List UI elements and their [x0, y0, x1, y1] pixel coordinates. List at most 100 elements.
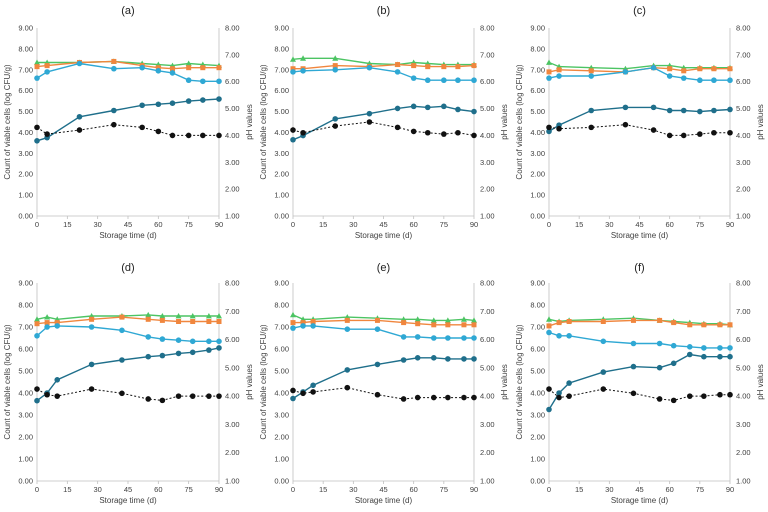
data-point-pH	[76, 127, 83, 133]
y2-tick-label: 2.00	[480, 448, 495, 457]
data-point-cyan	[88, 324, 95, 330]
y2-tick-label: 4.00	[736, 392, 751, 401]
series-cyan	[34, 60, 222, 85]
y2-tick-label: 7.00	[480, 307, 495, 316]
y2-tick-label: 7.00	[736, 50, 751, 59]
data-point-orange	[556, 320, 562, 326]
data-point-cyan	[400, 334, 407, 340]
data-point-cyan	[169, 70, 176, 76]
data-point-pH	[556, 125, 562, 132]
y-tick-label: 8.00	[530, 301, 545, 310]
data-point-pH	[622, 121, 629, 128]
x-tick-label: 90	[726, 485, 734, 494]
y-axis-title: Count of viable cells (log CFU/g)	[3, 64, 12, 179]
data-point-cyan	[145, 334, 152, 340]
series-line-orange	[548, 66, 730, 73]
data-point-green	[332, 55, 339, 61]
data-point-navy	[670, 360, 677, 367]
data-point-orange	[546, 69, 552, 75]
series-cyan	[290, 323, 477, 341]
data-point-navy	[216, 96, 222, 102]
panel-label: (d)	[121, 262, 134, 274]
y-tick-label: 6.00	[18, 345, 33, 354]
y2-tick-label: 6.00	[225, 335, 240, 344]
data-point-navy	[546, 128, 552, 135]
series-line-navy	[548, 353, 730, 410]
data-point-navy	[366, 110, 373, 117]
y-tick-label: 6.00	[18, 86, 33, 95]
y-tick-label: 3.00	[530, 149, 545, 158]
data-point-pH	[430, 394, 437, 401]
y2-tick-label: 7.00	[225, 307, 240, 316]
data-point-green	[300, 55, 307, 61]
data-point-cyan	[566, 333, 572, 339]
data-point-navy	[650, 104, 657, 111]
data-point-pH	[445, 394, 451, 401]
data-point-pH	[600, 386, 607, 392]
panel-label: (e)	[377, 262, 390, 274]
data-point-pH	[650, 127, 657, 133]
y-tick-label: 3.00	[18, 149, 33, 158]
y2-axis-title: pH values	[756, 364, 765, 400]
data-point-pH	[290, 127, 296, 133]
data-point-green	[290, 56, 296, 62]
data-point-navy	[711, 107, 717, 114]
y-tick-label: 4.00	[530, 128, 545, 137]
data-point-cyan	[54, 323, 61, 329]
data-point-orange	[711, 66, 717, 72]
series-orange	[290, 317, 477, 328]
data-point-pH	[34, 386, 40, 392]
data-point-orange	[727, 322, 733, 328]
data-point-navy	[290, 136, 296, 143]
y2-tick-label: 4.00	[480, 131, 495, 140]
series-orange	[34, 314, 222, 327]
y-tick-label: 1.00	[18, 455, 33, 464]
series-line-navy	[36, 347, 220, 402]
y-tick-label: 1.00	[274, 191, 289, 200]
data-point-pH	[216, 393, 222, 399]
x-tick-label: 30	[605, 485, 613, 494]
y2-tick-label: 5.00	[480, 104, 495, 113]
y2-tick-label: 6.00	[480, 335, 495, 344]
y2-tick-label: 2.00	[736, 448, 751, 457]
x-tick-label: 75	[440, 485, 448, 494]
y2-tick-label: 2.00	[225, 185, 240, 194]
data-point-pH	[656, 396, 663, 402]
y-tick-label: 3.00	[530, 411, 545, 420]
x-tick-label: 30	[93, 485, 101, 494]
data-point-cyan	[200, 78, 206, 85]
data-point-cyan	[556, 73, 562, 79]
data-point-navy	[394, 105, 401, 112]
data-point-cyan	[185, 77, 192, 84]
data-point-orange	[546, 323, 552, 329]
data-point-navy	[139, 102, 145, 109]
x-axis-title: Storage time (d)	[355, 496, 413, 505]
series-line-pH	[548, 124, 730, 136]
data-point-navy	[727, 106, 733, 113]
data-point-navy	[189, 349, 196, 356]
x-tick-label: 90	[215, 220, 223, 229]
y2-tick-label: 3.00	[480, 158, 495, 167]
y2-tick-label: 1.00	[225, 212, 240, 221]
series-pH	[290, 384, 477, 402]
data-point-cyan	[701, 345, 707, 351]
data-point-cyan	[44, 324, 50, 330]
x-tick-label: 90	[726, 220, 734, 229]
data-point-orange	[190, 319, 196, 324]
data-point-orange	[216, 65, 222, 71]
data-point-orange	[630, 317, 636, 323]
y-tick-label: 9.00	[274, 24, 289, 33]
series-navy	[290, 355, 477, 402]
y2-axis-title: pH values	[500, 364, 509, 400]
data-point-pH	[670, 397, 677, 404]
data-point-orange	[200, 65, 206, 71]
y-tick-label: 8.00	[530, 44, 545, 53]
data-point-orange	[169, 66, 175, 72]
y2-tick-label: 2.00	[225, 448, 240, 457]
panel-label: (c)	[633, 5, 646, 17]
data-point-orange	[687, 322, 693, 328]
y-axis-title: Count of viable cells (log CFU/g)	[3, 324, 12, 439]
y-tick-label: 0.00	[274, 212, 289, 221]
x-tick-label: 15	[63, 485, 71, 494]
y-tick-label: 7.00	[530, 323, 545, 332]
